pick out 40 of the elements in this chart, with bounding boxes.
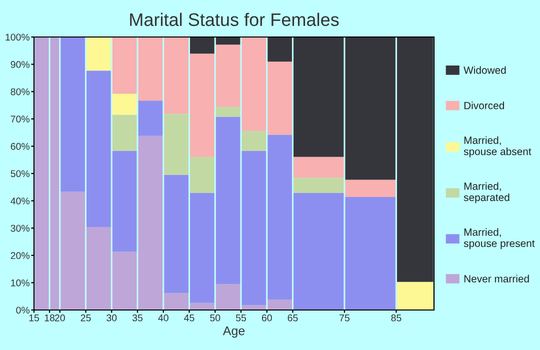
x-tick-label: 18 [44,314,55,322]
legend-label: Married, separated [464,182,510,204]
y-tick-label: 70% [10,116,30,123]
legend-label: Divorced [464,102,504,110]
y-tick-label: 90% [10,61,30,68]
x-tick-label: 65 [288,314,298,322]
legend-label: Married, spouse present [464,228,535,250]
legend-label: Married, spouse absent [464,136,532,158]
legend-label: Widowed [464,66,506,74]
x-tick-label: 60 [262,314,272,322]
y-tick-label: 20% [10,252,30,260]
y-tick-label: 50% [10,170,30,178]
bar [112,94,137,115]
legend-label: Never married [464,274,529,282]
x-tick-label: 75 [340,314,350,322]
y-tick-label: 0% [16,306,30,314]
y-tick-label: 60% [10,142,30,150]
x-tick-label: 40 [158,314,168,322]
bar [216,106,240,117]
bar [86,37,111,71]
x-tick-label: 50 [210,314,220,322]
x-tick-label: 15 [29,314,39,322]
y-tick-label: 10% [11,279,30,286]
x-tick-label: 85 [391,314,402,322]
bar [138,100,163,136]
x-tick-label: 35 [132,314,142,322]
bar [112,114,137,151]
y-tick-label: 40% [10,198,30,204]
x-tick-label: 20 [54,314,65,322]
x-axis-title: Age [222,326,245,338]
x-tick-label: 30 [106,314,117,322]
x-tick-label: 25 [80,314,91,322]
y-tick-label: 30% [10,224,30,232]
chart-title: Marital Status for Females [130,12,339,26]
bar [112,37,137,94]
x-tick-label: 55 [236,314,246,322]
bar [242,130,266,151]
x-tick-label: 45 [184,314,194,322]
y-tick-label: 80% [10,88,30,96]
y-tick-label: 100% [6,34,30,41]
